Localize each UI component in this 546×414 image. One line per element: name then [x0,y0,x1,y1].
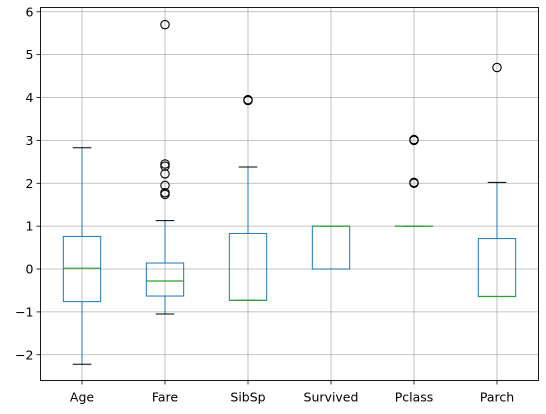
grid-lines [40,7,539,381]
outlier-point [409,177,419,188]
y-tick-label: −2 [15,347,33,362]
outlier-point [160,19,170,30]
box-parch [477,62,517,298]
y-tick-label: −1 [15,304,33,319]
iqr-box-fare [145,262,185,297]
outlier-point [160,187,170,198]
x-tick-label-survived: Survived [304,390,359,405]
y-tick-label: 1 [26,219,34,234]
x-tick-label-pclass: Pclass [395,390,434,405]
x-tick-label-fare: Fare [152,390,179,405]
plot-frame [40,7,539,381]
outlier-point [243,94,253,105]
box-age [62,147,102,365]
y-tick-label: 2 [26,176,34,191]
outlier-point [160,180,170,191]
boxes [62,19,517,365]
outlier-point [160,159,170,169]
outlier-point [492,62,502,73]
x-tick-label-parch: Parch [480,390,514,405]
box-fare [145,19,185,315]
outlier-point [409,134,419,145]
y-tick-label: 3 [26,133,34,148]
box-pclass [394,134,434,227]
outlier-point [160,169,170,179]
axes-frame [40,7,539,381]
x-axis-ticks: Age Fare SibSp Survived Pclass Parch [70,380,514,405]
iqr-box-age [62,235,102,303]
x-tick-label-sibsp: SibSp [230,390,265,405]
box-sibsp [228,94,268,301]
y-axis-ticks: −2 −1 0 1 2 3 4 5 6 [15,4,41,362]
box-survived [311,225,351,270]
x-tick-label-age: Age [70,390,94,405]
y-tick-label: 6 [26,4,34,19]
y-tick-label: 4 [26,90,34,105]
y-tick-label: 5 [26,47,34,62]
y-tick-label: 0 [26,262,34,277]
